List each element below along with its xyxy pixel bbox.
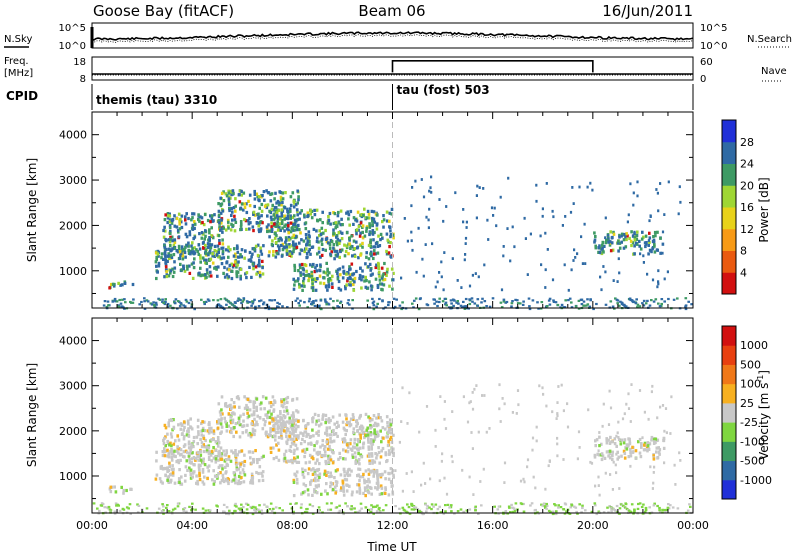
beam-title: Beam 06 [358,2,425,20]
x-tick-label: 00:00 [76,519,108,532]
velocity-echo-layer [92,383,693,516]
station-title: Goose Bay (fitACF) [93,2,234,20]
colorbar-swatch [722,422,736,442]
x-tick-label: 16:00 [477,519,509,532]
velocity-colorbar-label: Velocity [m s-1] [756,370,771,460]
colorbar-swatch [722,460,736,481]
power-ylabel: Slant Range [km] [25,158,39,262]
noise-panel: 10^5 10^0 10^5 10^0 N.Sky N.Search [4,22,792,52]
nsearch-label: N.Search [747,34,792,45]
velocity-colorbar: 1000 500 100 25 -25 -100 -500 -1000 Velocity [m… [721,325,772,500]
x-tick-label: 08:00 [276,519,308,532]
colorbar-tick-label: 24 [740,158,754,171]
x-tick-label: 00:00 [677,519,709,532]
cpid-segment-label-1: tau (fost) 503 [397,83,490,97]
colorbar-swatch [722,207,736,230]
y-tick-label: 4000 [59,129,87,142]
velocity-xlabel: Time UT [366,540,417,554]
freq-tick-bottom: 8 [80,74,86,85]
colorbar-swatch [722,185,736,208]
freq-label-1: Freq. [4,56,29,67]
colorbar-tick-label: -1000 [740,474,772,487]
y-tick-label: 2000 [59,425,87,438]
colorbar-swatch [722,250,736,273]
colorbar-swatch [722,326,736,346]
colorbar-swatch [722,141,736,164]
date-title: 16/Jun/2011 [602,2,693,20]
velocity-x-ticks: 00:00 04:00 08:00 12:00 16:00 20:00 00:00 [76,318,709,532]
y-tick-label: 3000 [59,380,87,393]
power-colorbar: 28 24 20 16 12 8 4 Power [dB] [721,119,771,295]
cpid-strip: CPID themis (tau) 3310 tau (fost) 503 [6,83,694,110]
colorbar-tick-label: 25 [740,397,754,410]
colorbar-swatch [722,228,736,251]
colorbar-tick-label: 4 [740,266,747,279]
colorbar-swatch [722,364,736,385]
colorbar-swatch [722,345,736,365]
freq-label-2: [MHz] [4,68,33,79]
colorbar-tick-label: 100 [740,378,761,391]
colorbar-swatch [722,163,736,186]
velocity-ylabel: Slant Range [km] [25,363,39,467]
colorbar-tick-label: -500 [740,455,765,468]
power-y-axis: 1000 2000 3000 4000 [59,129,693,294]
y-tick-label: 1000 [59,470,87,483]
y-tick-label: 4000 [59,335,87,348]
colorbar-swatch [722,402,736,423]
colorbar-tick-label: 20 [740,179,754,192]
velocity-panel: 1000 2000 3000 4000 00:00 04:00 08:00 12:00 16:… [25,317,709,554]
colorbar-tick-label: 16 [740,201,754,214]
colorbar-tick-label: 1000 [740,339,768,352]
power-colorbar-label: Power [dB] [757,177,771,242]
power-x-ticks [91,112,694,308]
colorbar-swatch [722,383,736,404]
nave-tick-bottom: 0 [700,74,706,85]
freq-tick-top: 18 [73,57,86,68]
colorbar-swatch [722,272,736,295]
colorbar-tick-label: 8 [740,245,747,258]
noise-sky-line [91,31,694,41]
freq-nave-panel: Freq. [MHz] 18 8 60 0 Nave [4,56,787,85]
colorbar-tick-label: 500 [740,358,761,371]
colorbar-swatch [722,441,736,462]
nsky-label: N.Sky [4,34,32,45]
x-tick-label: 12:00 [377,519,409,532]
colorbar-swatch [722,120,736,143]
colorbar-swatch [722,479,736,500]
colorbar-tick-label: 12 [740,223,754,236]
noise-tick-left-top: 10^5 [59,23,86,34]
cpid-segment-label-0: themis (tau) 3310 [96,93,217,107]
y-tick-label: 2000 [59,219,87,232]
noise-tick-right-bottom: 10^0 [700,41,727,52]
y-tick-label: 1000 [59,265,87,278]
colorbar-tick-label: -100 [740,435,765,448]
y-tick-label: 3000 [59,174,87,187]
cpid-label: CPID [6,89,38,103]
noise-tick-left-bottom: 10^0 [59,41,86,52]
power-echo-layer [102,175,693,311]
noise-tick-right-top: 10^5 [700,23,727,34]
colorbar-tick-label: -25 [740,416,758,429]
power-panel: 1000 2000 3000 4000 Slant Range [km] [25,111,694,311]
nave-tick-top: 60 [700,57,713,68]
x-tick-label: 04:00 [176,519,208,532]
nave-step-line [391,60,594,73]
velocity-y-axis: 1000 2000 3000 4000 [59,335,693,500]
nave-label: Nave [761,66,787,77]
x-tick-label: 20:00 [577,519,609,532]
colorbar-tick-label: 28 [740,136,754,149]
